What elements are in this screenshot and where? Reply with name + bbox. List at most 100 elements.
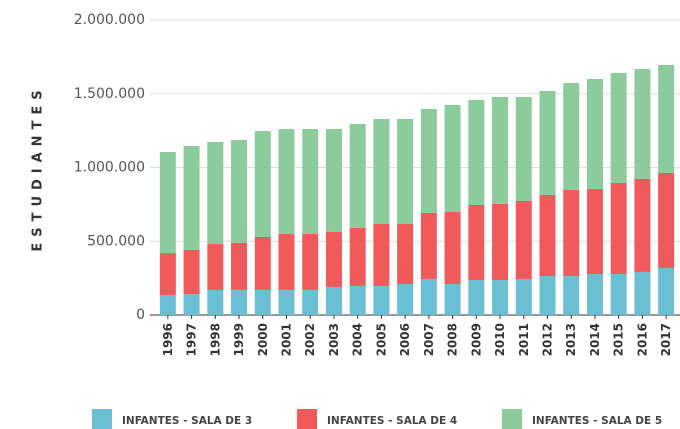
bar-segment [373, 118, 390, 224]
y-tick-label: 0 [136, 307, 145, 323]
bar-segment [325, 231, 342, 287]
x-tick-label: 2013 [564, 323, 578, 356]
bar-segment [563, 276, 580, 315]
bar-segment [468, 99, 485, 205]
bar-segment [468, 280, 485, 315]
legend-label: INFANTES - SALA DE 4 [327, 415, 457, 427]
bar-segment [610, 182, 627, 274]
legend-swatch [502, 409, 522, 429]
bar-segment [159, 294, 176, 315]
y-tick-label: 500.000 [87, 233, 145, 249]
bar-segment [468, 204, 485, 281]
bar-segment [349, 123, 366, 228]
bar-segment [586, 273, 603, 315]
bar-segment [658, 172, 675, 268]
bar-segment [349, 227, 366, 286]
bar-segment [658, 267, 675, 315]
bar-segment [159, 253, 176, 295]
x-tick-label: 2001 [280, 323, 294, 356]
bar-segment [515, 96, 532, 201]
bar-segment [183, 249, 200, 295]
bar-segment [278, 129, 295, 235]
bar-segment [325, 129, 342, 232]
bar-segment [254, 289, 271, 315]
bar-segment [207, 141, 224, 245]
bar-segment [254, 236, 271, 290]
x-tick-label: 2009 [469, 323, 483, 356]
x-tick-label: 2002 [303, 323, 317, 356]
bar-segment [539, 276, 556, 315]
bar-segment [658, 64, 675, 173]
legend-swatch [297, 409, 317, 429]
bar-segment [397, 118, 414, 224]
x-tick-label: 2011 [517, 323, 531, 356]
bar-segment [634, 68, 651, 180]
bar-segment [444, 212, 461, 285]
x-tick-label: 1998 [208, 323, 222, 356]
x-tick-label: 1997 [185, 323, 199, 356]
x-tick-label: 2017 [659, 323, 673, 356]
bar-segment [278, 289, 295, 315]
x-tick-label: 2006 [398, 323, 412, 356]
x-tick-label: 2014 [588, 323, 602, 356]
y-tick-label: 1.500.000 [74, 86, 145, 102]
bar-segment [183, 145, 200, 250]
bar-segment [563, 189, 580, 277]
bar-segment [207, 244, 224, 290]
bar-segment [610, 273, 627, 315]
bar-segment [183, 294, 200, 315]
bar-segment [420, 108, 437, 213]
x-tick-label: 1999 [232, 323, 246, 356]
bar-segment [610, 72, 627, 183]
bar-segment [634, 271, 651, 315]
legend-label: INFANTES - SALA DE 3 [122, 415, 252, 427]
bar-segment [373, 223, 390, 286]
bar-segment [539, 90, 556, 195]
bar-segment [254, 131, 271, 237]
bar-segment [349, 285, 366, 315]
bar-segment [492, 203, 509, 281]
bar-segment [515, 200, 532, 280]
bar-segment [278, 234, 295, 290]
bar-segment [563, 82, 580, 190]
bar-segment [634, 179, 651, 272]
legend-label: INFANTES - SALA DE 5 [532, 415, 662, 427]
bar-segment [231, 140, 248, 244]
x-tick-label: 2015 [612, 323, 626, 356]
bar-segment [302, 234, 319, 290]
bar-segment [397, 284, 414, 315]
bar-segment [492, 280, 509, 315]
y-tick-label: 1.000.000 [74, 160, 145, 176]
bar-segment [325, 286, 342, 315]
bar-segment [586, 79, 603, 190]
bar-segment [397, 223, 414, 285]
x-tick-label: 2004 [351, 323, 365, 356]
bar-segment [420, 279, 437, 315]
bar-segment [444, 104, 461, 213]
bar-segment [159, 152, 176, 254]
bar-segment [586, 189, 603, 274]
bar-segment [231, 243, 248, 290]
bar-segment [302, 129, 319, 235]
bar-segment [420, 212, 437, 280]
x-tick-label: 2010 [493, 323, 507, 356]
bar-segment [231, 289, 248, 315]
y-axis-label: ESTUDIANTES [31, 84, 46, 251]
bar-segment [515, 279, 532, 315]
x-tick-label: 2000 [256, 323, 270, 356]
legend-swatch [92, 409, 112, 429]
bar-segment [207, 289, 224, 315]
bar-segment [373, 285, 390, 315]
x-tick-label: 2016 [635, 323, 649, 356]
x-tick-label: 2005 [374, 323, 388, 356]
x-tick-label: 1996 [161, 323, 175, 356]
bar-segment [539, 194, 556, 277]
x-tick-label: 2007 [422, 323, 436, 356]
x-tick-label: 2008 [446, 323, 460, 356]
bar-segment [492, 96, 509, 204]
y-tick-label: 2.000.000 [74, 12, 145, 28]
bar-segment [302, 289, 319, 315]
bar-segment [444, 284, 461, 315]
x-tick-label: 2003 [327, 323, 341, 356]
